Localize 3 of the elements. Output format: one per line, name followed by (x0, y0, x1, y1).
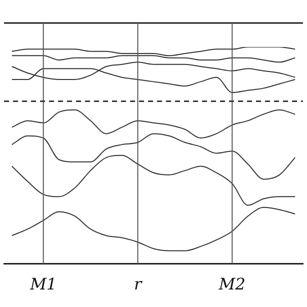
x-tick-label: M2 (218, 274, 246, 294)
x-tick-label: M1 (29, 274, 57, 294)
x-tick-label: r (134, 274, 143, 294)
